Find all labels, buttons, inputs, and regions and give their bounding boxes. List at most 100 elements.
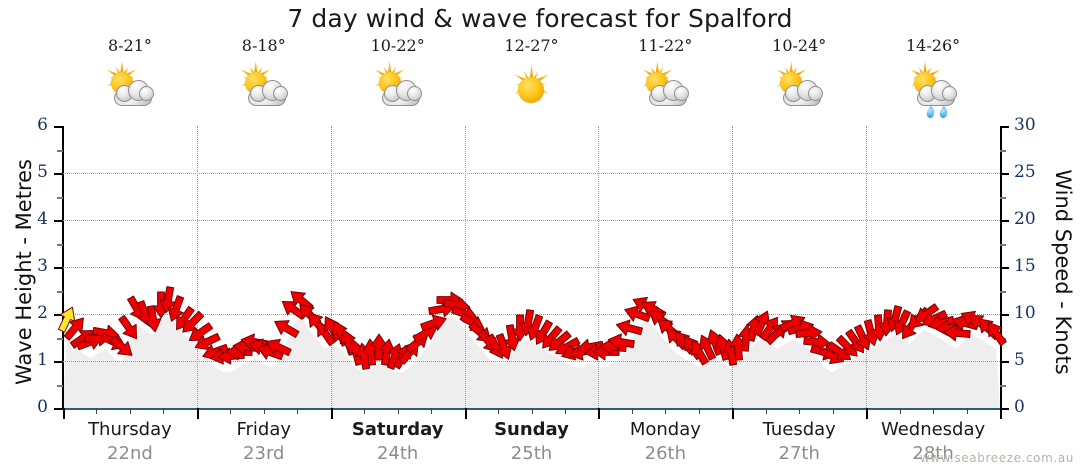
- temperature-range: 10-24°: [772, 36, 827, 55]
- x-axis-tick-major: [598, 408, 601, 419]
- day-date: 27th: [778, 443, 820, 464]
- x-axis-tick-minor: [364, 408, 366, 414]
- day-header-monday: 11-22°: [598, 36, 732, 126]
- x-axis-tick-major: [464, 408, 467, 419]
- day-header-saturday: 10-22°: [331, 36, 465, 126]
- day-date: 24th: [376, 443, 419, 464]
- x-axis-tick-minor: [96, 408, 98, 414]
- sunny-icon: [496, 60, 566, 122]
- left-axis-tick-major: [54, 267, 63, 269]
- right-axis-tick-minor: [1000, 243, 1006, 246]
- temperature-range: 8-21°: [107, 36, 152, 55]
- right-axis-tick-label: 15: [1014, 256, 1036, 276]
- right-axis-tick-label: 10: [1014, 303, 1036, 323]
- x-axis-tick-minor: [665, 408, 667, 414]
- x-axis-tick-minor: [297, 408, 299, 414]
- temperature-range: 8-18°: [241, 36, 286, 55]
- cloud-shape: [229, 60, 299, 122]
- day-header-tuesday: 10-24°: [732, 36, 866, 126]
- gridline-horizontal: [63, 361, 1000, 362]
- cloud-shape: [95, 60, 165, 122]
- day-name: Tuesday: [762, 419, 836, 440]
- left-axis-tick-label: 2: [37, 303, 48, 323]
- day-label-monday: Monday 26th: [598, 418, 732, 466]
- left-axis-tick-label: 4: [37, 209, 48, 229]
- left-axis-tick-minor: [57, 243, 63, 246]
- right-axis-tick-label: 0: [1014, 397, 1025, 417]
- page-title: 7 day wind & wave forecast for Spalford: [287, 4, 793, 33]
- right-axis-title: Wind Speed - Knots: [1051, 169, 1075, 375]
- day-name: Wednesday: [880, 419, 986, 440]
- sun-ray: [528, 64, 534, 85]
- right-axis-tick-label: 30: [1014, 115, 1036, 135]
- x-axis-tick-minor: [832, 408, 834, 414]
- left-axis-tick-minor: [57, 384, 63, 387]
- day-date: 26th: [644, 443, 687, 464]
- x-axis-tick-major: [63, 408, 65, 419]
- right-axis-tick-major: [1000, 408, 1009, 410]
- x-axis-tick-minor: [631, 408, 633, 414]
- right-axis-tick-major: [1000, 267, 1009, 269]
- day-label-saturday: Saturday 24th: [331, 418, 465, 466]
- day-header-thursday: 8-21°: [63, 36, 197, 126]
- partly-cloudy-icon: [630, 60, 700, 122]
- x-axis-tick-minor: [498, 408, 500, 414]
- day-label-thursday: Thursday 22nd: [63, 418, 197, 466]
- left-axis-tick-label: 6: [37, 115, 48, 135]
- left-axis-tick-major: [54, 173, 63, 175]
- x-axis-tick-major: [330, 408, 333, 419]
- x-axis-tick-minor: [230, 408, 232, 414]
- x-axis-tick-minor: [163, 408, 165, 414]
- gridline-horizontal: [63, 267, 1000, 268]
- gridline-vertical: [866, 126, 868, 408]
- watermark: www.seabreeze.com.au: [919, 451, 1074, 465]
- left-axis-tick-label: 1: [37, 350, 48, 370]
- partly-cloudy-icon: [229, 60, 299, 122]
- right-axis-tick-label: 5: [1014, 350, 1025, 370]
- sun-ray: [387, 61, 393, 79]
- cloud-shape: [363, 60, 433, 122]
- temperature-range: 12-27°: [504, 36, 559, 55]
- gridline-vertical: [732, 126, 734, 408]
- sun-disc: [518, 77, 545, 103]
- sun-ray: [119, 61, 125, 79]
- day-date: 23rd: [243, 443, 285, 464]
- x-axis-tick-major: [732, 408, 735, 419]
- x-axis-tick-minor: [397, 408, 399, 414]
- x-axis-tick-major: [1000, 408, 1002, 419]
- x-axis-tick-minor: [698, 408, 700, 414]
- gridline-vertical: [464, 126, 466, 408]
- day-header-friday: 8-18°: [197, 36, 331, 126]
- plot-area: [57, 126, 1007, 408]
- left-axis-tick-major: [54, 314, 63, 316]
- left-axis-tick-minor: [57, 290, 63, 293]
- left-axis-tick-major: [54, 408, 63, 410]
- temperature-range: 14-26°: [906, 36, 961, 55]
- cloud-shape: [764, 60, 834, 122]
- left-axis-tick-major: [54, 220, 63, 222]
- day-name: Monday: [629, 419, 701, 440]
- right-axis-tick-minor: [1000, 384, 1006, 387]
- gridline-vertical: [330, 126, 332, 408]
- x-axis-tick-minor: [966, 408, 968, 414]
- day-header-wednesday: 14-26°: [866, 36, 1000, 126]
- day-label-friday: Friday 23rd: [197, 418, 331, 466]
- day-header-row: 8-21° 8-18° 10-22° 12-27° 11-22° 10-24°: [63, 36, 1000, 126]
- x-axis-tick-minor: [531, 408, 533, 414]
- x-axis-tick-minor: [431, 408, 433, 414]
- right-axis-tick-label: 20: [1014, 209, 1036, 229]
- x-axis-tick-minor: [263, 408, 265, 414]
- day-date: 22nd: [107, 443, 153, 464]
- day-name-row: Thursday 22nd Friday 23rd Saturday 24th Sunday…: [63, 418, 1000, 470]
- gridline-vertical: [196, 126, 198, 408]
- day-name: Saturday: [351, 419, 444, 440]
- right-axis-tick-minor: [1000, 149, 1006, 152]
- gridline-vertical: [598, 126, 600, 408]
- x-axis-tick-minor: [564, 408, 566, 414]
- day-name: Friday: [236, 419, 292, 440]
- temperature-range: 10-22°: [370, 36, 425, 55]
- left-axis-tick-major: [54, 126, 63, 128]
- right-axis-tick-major: [1000, 220, 1009, 222]
- partly-cloudy-icon: [363, 60, 433, 122]
- day-label-wednesday: Wednesday 28th: [866, 418, 1000, 466]
